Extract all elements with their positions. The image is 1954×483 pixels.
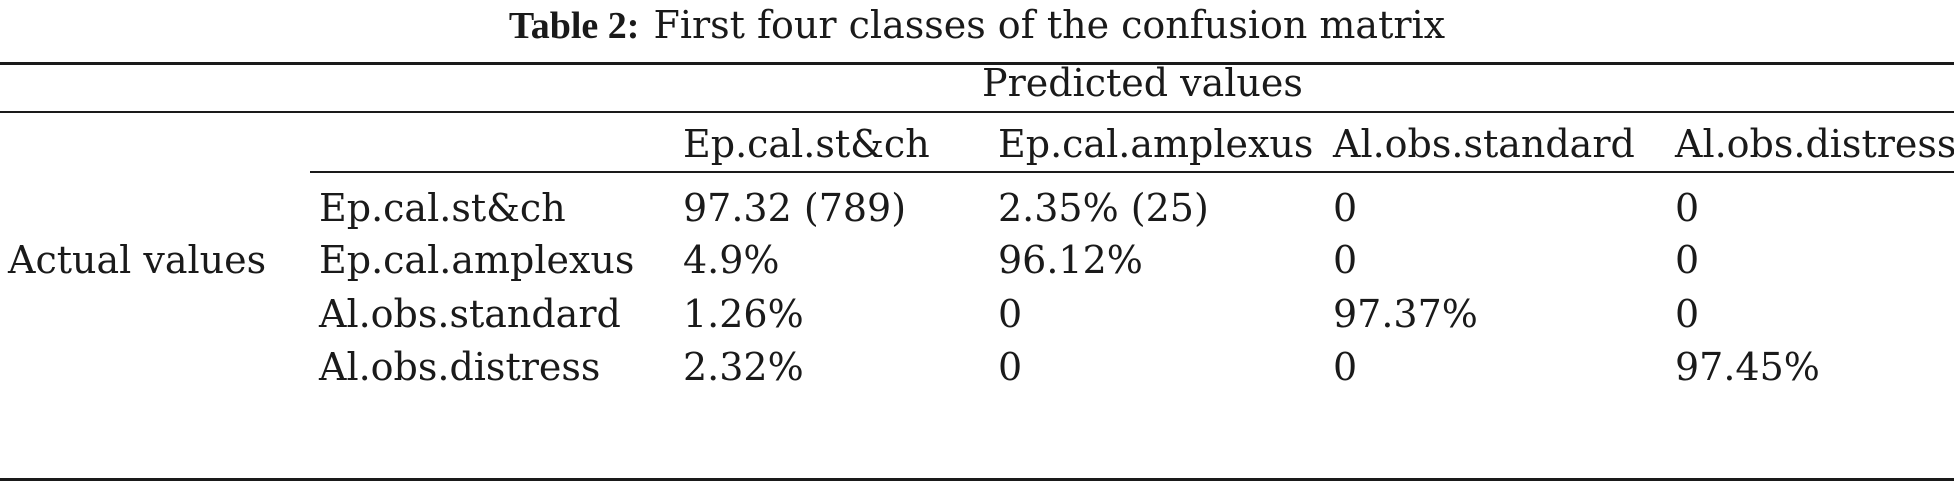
table-bottom-rule [0, 478, 1954, 481]
predicted-values-header: Predicted values [982, 61, 1303, 105]
table-cell: 1.26% [683, 292, 804, 336]
actual-values-header: Actual values [8, 238, 267, 282]
table-cell: 97.37% [1333, 292, 1478, 336]
column-header-rule [310, 171, 1954, 173]
table-caption-text: First four classes of the confusion matr… [653, 3, 1446, 47]
column-header: Al.obs.standard [1333, 122, 1635, 166]
table-cell: 0 [1675, 238, 1700, 282]
table-cell: 2.35% (25) [998, 186, 1209, 230]
table-cell: 0 [1333, 345, 1358, 389]
table-cell: 0 [998, 345, 1023, 389]
row-label: Ep.cal.amplexus [319, 238, 635, 282]
table-cell: 97.45% [1675, 345, 1820, 389]
table-top-rule [0, 62, 1954, 65]
table-cell: 0 [1333, 186, 1358, 230]
table-cell: 97.32 (789) [683, 186, 907, 230]
table-cell: 96.12% [998, 238, 1143, 282]
row-label: Al.obs.standard [319, 292, 621, 336]
row-label: Al.obs.distress [319, 345, 601, 389]
column-header: Ep.cal.amplexus [998, 122, 1314, 166]
table-cell: 0 [1675, 292, 1700, 336]
column-header: Ep.cal.st&ch [683, 122, 930, 166]
table-caption-label: Table 2: [508, 5, 640, 47]
table-cell: 0 [1333, 238, 1358, 282]
table-cell: 2.32% [683, 345, 804, 389]
table-cell: 0 [998, 292, 1023, 336]
table-caption: Table 2: First four classes of the confus… [0, 0, 1954, 50]
column-header: Al.obs.distress [1675, 122, 1954, 166]
row-label: Ep.cal.st&ch [319, 186, 566, 230]
header-divider-rule [0, 111, 1954, 113]
table-cell: 4.9% [683, 238, 780, 282]
table-cell: 0 [1675, 186, 1700, 230]
